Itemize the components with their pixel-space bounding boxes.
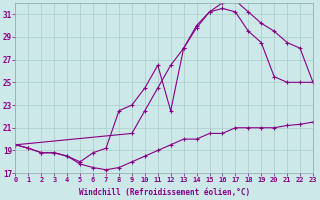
X-axis label: Windchill (Refroidissement éolien,°C): Windchill (Refroidissement éolien,°C): [79, 188, 250, 197]
